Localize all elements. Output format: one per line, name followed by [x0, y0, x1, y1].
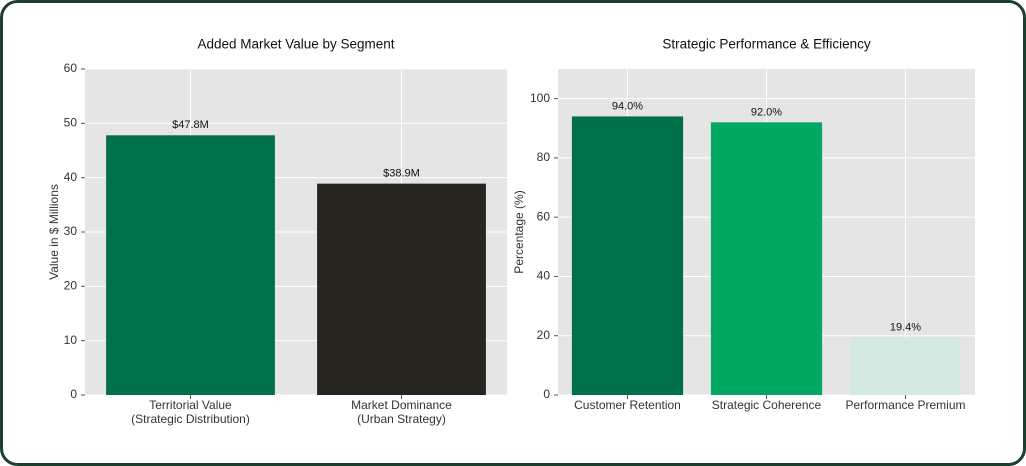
y-tick-label: 40: [64, 170, 78, 184]
x-tick-label: (Urban Strategy): [357, 412, 446, 426]
y-tick-label: 60: [64, 61, 78, 75]
y-tick-label: 20: [64, 279, 78, 293]
bar: [571, 116, 684, 395]
y-axis-label: Value in $ Millions: [47, 184, 61, 280]
y-tick-label: 40: [537, 269, 551, 283]
value-label: 94.0%: [612, 100, 643, 112]
y-tick-label: 0: [543, 387, 550, 401]
x-tick-label: (Strategic Distribution): [131, 412, 250, 426]
x-tick-label: Performance Premium: [845, 398, 965, 412]
bar: [849, 337, 962, 395]
bar: [106, 135, 275, 395]
x-tick-label: Customer Retention: [574, 398, 681, 412]
value-label: $38.9M: [383, 168, 420, 180]
y-tick-label: 50: [64, 116, 78, 130]
value-label: $47.8M: [172, 119, 209, 131]
value-label: 19.4%: [890, 321, 921, 333]
chart-title: Strategic Performance & Efficiency: [662, 37, 871, 52]
x-tick-label: Market Dominance: [351, 398, 452, 412]
y-tick-label: 60: [537, 209, 551, 223]
y-tick-label: 0: [70, 387, 77, 401]
y-axis-label: Percentage (%): [512, 190, 526, 273]
y-tick-label: 20: [537, 328, 551, 342]
y-tick-label: 30: [64, 224, 78, 238]
y-tick-label: 100: [530, 91, 550, 105]
y-tick-label: 80: [537, 150, 551, 164]
x-tick-label: Territorial Value: [149, 398, 232, 412]
x-tick-label: Strategic Coherence: [712, 398, 822, 412]
bar: [317, 183, 486, 395]
value-label: 92.0%: [751, 106, 782, 118]
bar: [710, 122, 823, 395]
chart-title: Added Market Value by Segment: [197, 37, 394, 52]
y-tick-label: 10: [64, 333, 78, 347]
